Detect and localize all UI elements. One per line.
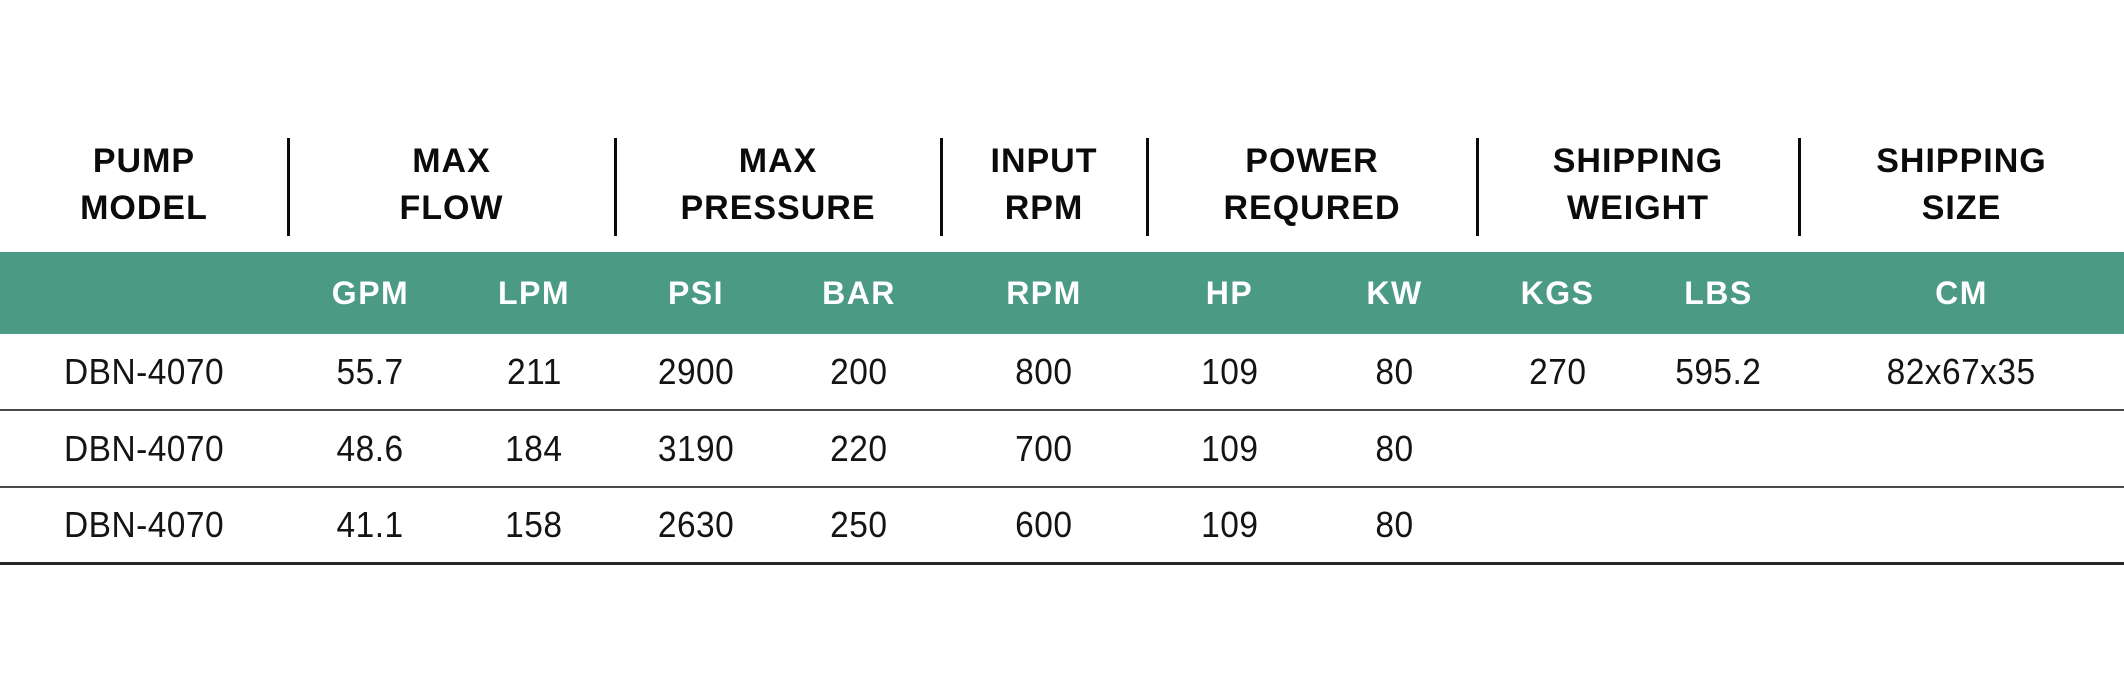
- cell-power-hp: 109: [1200, 350, 1259, 392]
- unit-header-lbs: LBS: [1684, 274, 1753, 311]
- unit-header-rpm: RPM: [1006, 274, 1082, 311]
- cell-input-rpm: 800: [1015, 350, 1073, 392]
- cell-weight-lbs: [1638, 411, 1799, 486]
- group-header-line: MAX: [412, 142, 491, 180]
- unit-header-kw: KW: [1366, 274, 1423, 311]
- cell-max-pressure-psi: 2900: [657, 350, 735, 392]
- cell-max-pressure-bar: 220: [830, 427, 888, 469]
- cell-power-kw: 80: [1375, 350, 1414, 392]
- group-header-line: MODEL: [80, 189, 208, 227]
- group-header-pump-model: PUMP MODEL: [0, 138, 290, 252]
- cell-pump-model: DBN-4070: [63, 350, 225, 392]
- unit-header-row: GPM LPM PSI BAR RPM HP KW KGS LBS CM: [0, 252, 2124, 334]
- group-header-line: INPUT: [990, 142, 1098, 180]
- cell-max-flow-gpm: 55.7: [336, 350, 405, 392]
- unit-header-bar: BAR: [822, 274, 896, 311]
- cell-power-kw: 80: [1375, 427, 1414, 469]
- unit-header-gpm: GPM: [331, 274, 410, 311]
- group-header-line: WEIGHT: [1567, 189, 1709, 227]
- group-header-line: REQURED: [1223, 189, 1401, 227]
- unit-header-hp: HP: [1205, 274, 1254, 311]
- group-header-row: PUMP MODEL MAX FLOW MAX PRESSURE INPUT R…: [0, 0, 2124, 252]
- cell-weight-lbs: [1638, 488, 1799, 562]
- table-row: DBN-4070 41.1 158 2630 250 600 109 80: [0, 488, 2124, 565]
- cell-max-flow-lpm: 158: [505, 504, 563, 545]
- cell-power-hp: 109: [1200, 504, 1259, 545]
- cell-weight-kgs: 270: [1528, 350, 1587, 392]
- cell-input-rpm: 700: [1015, 427, 1073, 469]
- group-header-line: PRESSURE: [680, 189, 876, 227]
- cell-power-kw: 80: [1375, 504, 1414, 545]
- unit-header-psi: PSI: [667, 274, 725, 311]
- cell-max-flow-gpm: 48.6: [336, 427, 405, 469]
- cell-max-pressure-psi: 3190: [657, 427, 735, 469]
- cell-shipping-size-cm: [1799, 411, 2124, 486]
- cell-max-pressure-bar: 200: [830, 350, 888, 392]
- group-header-line: SHIPPING: [1552, 142, 1724, 180]
- unit-header-lpm: LPM: [497, 274, 571, 311]
- cell-pump-model: DBN-4070: [63, 504, 225, 545]
- cell-max-pressure-bar: 250: [830, 504, 888, 545]
- group-header-line: RPM: [1004, 189, 1084, 227]
- unit-header-kgs: KGS: [1520, 274, 1595, 311]
- cell-max-pressure-psi: 2630: [657, 504, 735, 545]
- cell-input-rpm: 600: [1015, 504, 1073, 545]
- table-row: DBN-4070 55.7 211 2900 200 800 109 80 27…: [0, 334, 2124, 411]
- cell-power-hp: 109: [1200, 427, 1259, 469]
- group-header-line: MAX: [738, 142, 818, 180]
- cell-shipping-size-cm: 82x67x35: [1887, 350, 2036, 392]
- group-header-line: FLOW: [399, 189, 504, 227]
- group-header-line: PUMP: [92, 142, 196, 180]
- unit-header-model: [0, 252, 288, 334]
- cell-weight-kgs: [1477, 488, 1638, 562]
- group-header-shipping-weight: SHIPPING WEIGHT: [1477, 138, 1801, 252]
- unit-header-cm: CM: [1935, 274, 1988, 311]
- group-header-power-required: POWER REQURED: [1147, 138, 1479, 252]
- cell-weight-lbs: 595.2: [1675, 350, 1762, 392]
- cell-shipping-size-cm: [1799, 488, 2124, 562]
- group-header-max-flow: MAX FLOW: [288, 138, 617, 252]
- cell-max-flow-lpm: 211: [506, 350, 562, 392]
- cell-pump-model: DBN-4070: [63, 427, 225, 469]
- table-row: DBN-4070 48.6 184 3190 220 700 109 80: [0, 411, 2124, 488]
- group-header-max-pressure: MAX PRESSURE: [615, 138, 943, 252]
- group-header-line: SHIPPING: [1876, 142, 2047, 180]
- group-header-line: POWER: [1245, 142, 1379, 180]
- group-header-line: SIZE: [1921, 189, 2002, 227]
- cell-weight-kgs: [1477, 411, 1638, 486]
- group-header-shipping-size: SHIPPING SIZE: [1799, 138, 2124, 252]
- cell-max-flow-gpm: 41.1: [336, 504, 405, 545]
- group-header-input-rpm: INPUT RPM: [941, 138, 1149, 252]
- cell-max-flow-lpm: 184: [505, 427, 563, 469]
